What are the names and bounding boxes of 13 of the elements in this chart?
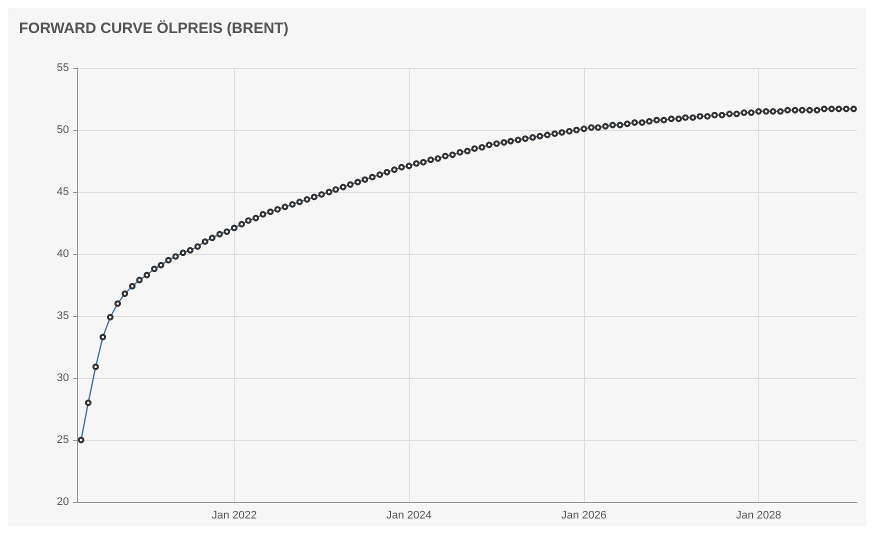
x-tick-label: Jan 2026 (561, 510, 607, 522)
chart-title: FORWARD CURVE ÖLPREIS (BRENT) (19, 20, 288, 37)
y-tick-label: 55 (56, 62, 69, 74)
y-tick-label: 40 (56, 248, 69, 260)
x-tick-label: Jan 2022 (212, 510, 257, 522)
x-tick-label: Jan 2024 (386, 510, 432, 522)
y-tick-label: 20 (56, 496, 69, 508)
y-tick-label: 35 (56, 310, 69, 322)
y-tick-label: 30 (56, 372, 69, 384)
y-tick-label: 50 (56, 124, 69, 136)
y-tick-label: 45 (56, 186, 69, 198)
y-tick-label: 25 (56, 434, 69, 446)
x-tick-label: Jan 2028 (736, 510, 782, 522)
